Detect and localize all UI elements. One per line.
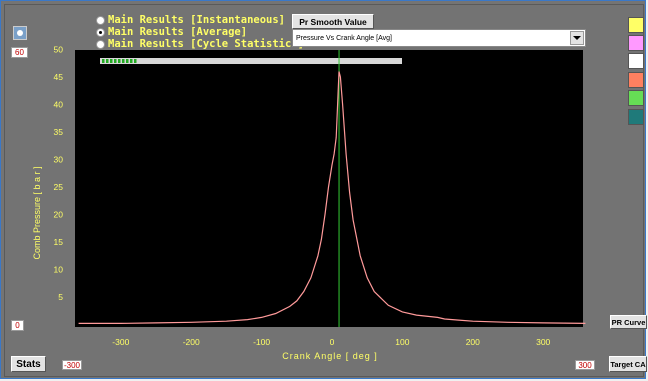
stats-button[interactable]: Stats bbox=[11, 356, 46, 372]
y-min-tag[interactable]: 0 bbox=[11, 320, 24, 331]
y-tick-label: 35 bbox=[54, 127, 64, 137]
radio-label: Main Results [Instantaneous] bbox=[108, 14, 286, 26]
color-swatch-pink[interactable] bbox=[628, 35, 644, 51]
plot-area[interactable] bbox=[75, 50, 583, 327]
target-ca-button[interactable]: Target CA bbox=[609, 356, 647, 372]
y-tick-label: 15 bbox=[54, 237, 64, 247]
radio-cycle-statistics[interactable]: Main Results [Cycle Statistics] bbox=[96, 38, 304, 50]
y-tick-label: 45 bbox=[54, 72, 64, 82]
color-swatch-orange[interactable] bbox=[628, 72, 644, 88]
pr-curve-button[interactable]: PR Curve bbox=[610, 315, 647, 329]
progress-cell bbox=[102, 59, 105, 63]
color-swatch-yellow[interactable] bbox=[628, 17, 644, 33]
radio-button[interactable] bbox=[96, 15, 105, 25]
x-tick-label: -200 bbox=[183, 337, 200, 347]
x-tick-label: 0 bbox=[330, 337, 335, 347]
y-axis-label: Comb Pressure [ b a r ] bbox=[32, 166, 42, 259]
color-swatch-teal[interactable] bbox=[628, 109, 644, 125]
progress-cell bbox=[114, 59, 117, 63]
progress-cell bbox=[122, 59, 125, 63]
progress-cell bbox=[110, 59, 113, 63]
progress-bar-track bbox=[100, 58, 402, 64]
color-swatch-white[interactable] bbox=[628, 53, 644, 69]
x-max-tag[interactable]: 300 bbox=[575, 360, 595, 370]
y-tick-label: 10 bbox=[54, 265, 64, 275]
x-tick-label: 300 bbox=[536, 337, 550, 347]
radio-average[interactable]: Main Results [Average] bbox=[96, 26, 247, 38]
radio-label: Main Results [Average] bbox=[108, 26, 248, 38]
radio-button[interactable] bbox=[96, 39, 105, 49]
progress-cell bbox=[130, 59, 133, 63]
x-tick-label: 100 bbox=[395, 337, 409, 347]
y-tick-label: 30 bbox=[54, 155, 64, 165]
x-tick-label: -300 bbox=[112, 337, 129, 347]
y-tick-label: 5 bbox=[58, 292, 63, 302]
y-tick-label: 20 bbox=[54, 210, 64, 220]
radio-instantaneous[interactable]: Main Results [Instantaneous] bbox=[96, 14, 285, 26]
radio-label: Main Results [Cycle Statistics] bbox=[108, 38, 304, 50]
x-axis-label: Crank Angle [ deg ] bbox=[282, 351, 378, 361]
plot-type-value: Pressure Vs Crank Angle [Avg] bbox=[296, 34, 392, 42]
progress-cell bbox=[118, 59, 121, 63]
y-tick-label: 50 bbox=[54, 45, 64, 55]
chevron-down-icon[interactable] bbox=[570, 31, 584, 45]
progress-bar-fill bbox=[102, 59, 137, 63]
settings-toggle-icon[interactable] bbox=[13, 26, 27, 40]
y-max-tag[interactable]: 60 bbox=[11, 47, 28, 58]
progress-cell bbox=[134, 59, 137, 63]
y-tick-label: 40 bbox=[54, 100, 64, 110]
plot-type-select[interactable]: Pressure Vs Crank Angle [Avg] bbox=[292, 29, 586, 47]
color-swatch-green[interactable] bbox=[628, 90, 644, 106]
pressure-series-line bbox=[78, 71, 586, 324]
y-tick-label: 25 bbox=[54, 182, 64, 192]
pr-smooth-value-button[interactable]: Pr Smooth Value bbox=[292, 14, 374, 29]
x-min-tag[interactable]: -300 bbox=[62, 360, 82, 370]
progress-cell bbox=[106, 59, 109, 63]
x-tick-label: 200 bbox=[466, 337, 480, 347]
x-tick-label: -100 bbox=[253, 337, 270, 347]
progress-cell bbox=[126, 59, 129, 63]
radio-button[interactable] bbox=[96, 27, 105, 37]
